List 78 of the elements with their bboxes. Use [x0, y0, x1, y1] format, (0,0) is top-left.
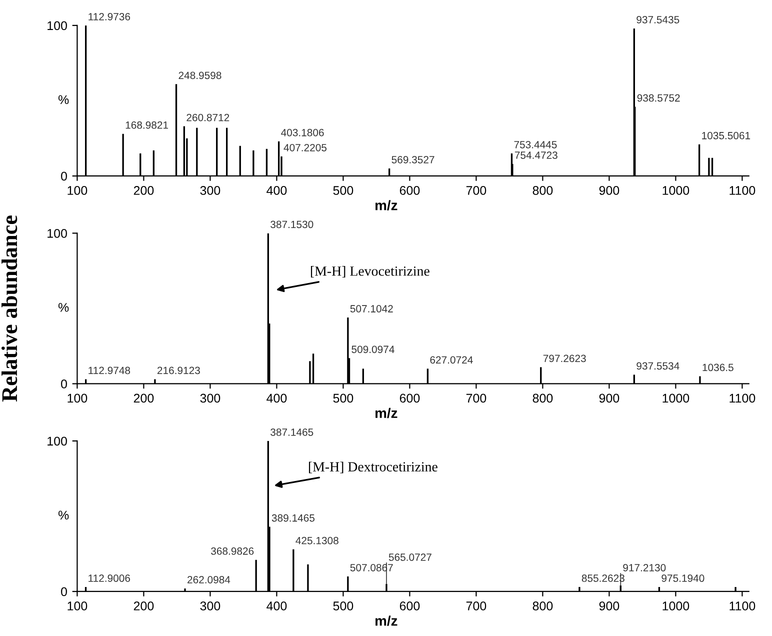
annotation: 565.0727 [388, 554, 432, 561]
y-tick-label: 0 [61, 380, 67, 388]
y-tick-label: 0 [61, 587, 67, 596]
annotation: 975.1940 [662, 574, 704, 582]
x-tick-label: 900 [599, 394, 620, 403]
x-tick-label: 400 [266, 602, 287, 610]
x-tick-label: 1000 [662, 394, 690, 403]
annotation: 387.1465 [270, 428, 314, 436]
x-tick-label: 100 [68, 186, 88, 195]
x-tick-label: 700 [466, 186, 486, 195]
x-tick-label: 500 [333, 602, 354, 610]
annotation: 917.2130 [623, 564, 666, 572]
x-tick-label: 700 [466, 394, 486, 403]
x-tick-label: 100 [68, 602, 88, 610]
y-tick-label: 0 [61, 172, 67, 181]
annotation: 403.1806 [281, 128, 324, 136]
annotation: 260.8712 [186, 114, 230, 122]
annotation: 368.9826 [211, 547, 254, 555]
annotation: 509.0974 [352, 346, 394, 354]
annotation: 937.5534 [636, 362, 680, 370]
x-tick-label: 1100 [730, 394, 756, 403]
y-tick-label: 100 [48, 228, 67, 238]
x-tick-label: 1100 [730, 186, 756, 195]
text: Relative abundance [2, 216, 18, 402]
annotation: 425.1308 [296, 536, 338, 544]
x-tick-label: 400 [266, 394, 287, 403]
annotation: 112.9748 [88, 366, 130, 374]
x-axis-title: m/z [375, 616, 398, 626]
annotation: 168.9821 [126, 121, 168, 129]
annotation: 1036.5 [702, 364, 734, 372]
annotation: 389.1465 [272, 514, 314, 522]
annotation: 754.4723 [514, 152, 558, 159]
annotation: 569.3527 [392, 156, 434, 164]
x-tick-label: 600 [400, 186, 420, 195]
annotation: 216.9123 [157, 366, 200, 374]
x-tick-label: 1000 [662, 602, 690, 610]
y-axis-title: % [58, 510, 69, 520]
annotation: 248.9598 [178, 72, 222, 80]
x-tick-label: 800 [532, 602, 553, 610]
x-tick-label: 300 [200, 186, 220, 195]
annotation: 937.5435 [636, 16, 680, 24]
x-tick-label: 300 [200, 394, 220, 403]
y-axis-title: % [58, 303, 69, 312]
annotation: 407.2205 [284, 144, 327, 152]
x-tick-label: 500 [333, 186, 354, 195]
x-axis-title: m/z [375, 200, 398, 210]
annotation: [M-H] Levocetirizine [310, 266, 430, 278]
annotation: 938.5752 [637, 94, 680, 102]
annotation: 387.1530 [270, 220, 314, 228]
annotation: [M-H] Dextrocetirizine [308, 462, 438, 474]
x-tick-label: 1000 [662, 186, 690, 195]
annotation: 797.2623 [543, 354, 586, 362]
annotation: 753.4445 [514, 140, 557, 148]
x-tick-label: 800 [532, 394, 553, 403]
x-tick-label: 200 [134, 394, 154, 403]
x-tick-label: 200 [134, 602, 154, 610]
x-axis-title: m/z [375, 408, 398, 418]
annotation: 627.0724 [430, 356, 473, 364]
x-tick-label: 300 [200, 602, 220, 610]
x-tick-label: 900 [599, 602, 620, 610]
x-tick-label: 400 [266, 186, 287, 195]
y-axis-title: % [58, 95, 69, 104]
annotation: 262.0984 [188, 576, 230, 584]
x-tick-label: 1100 [730, 602, 756, 610]
x-tick-label: 600 [400, 394, 420, 403]
x-tick-label: 600 [400, 602, 420, 610]
x-tick-label: 900 [599, 186, 620, 195]
x-tick-label: 700 [466, 602, 486, 610]
annotation: 112.9006 [88, 574, 130, 582]
x-tick-label: 800 [532, 186, 553, 195]
x-tick-label: 500 [333, 394, 354, 403]
annotation: 1035.5061 [702, 132, 750, 140]
annotation: 112.9736 [88, 13, 130, 20]
annotation: 507.1042 [350, 305, 393, 312]
x-tick-label: 100 [68, 394, 88, 403]
x-tick-label: 200 [134, 186, 154, 195]
y-tick-label: 100 [48, 436, 67, 446]
y-tick-label: 100 [48, 21, 67, 30]
